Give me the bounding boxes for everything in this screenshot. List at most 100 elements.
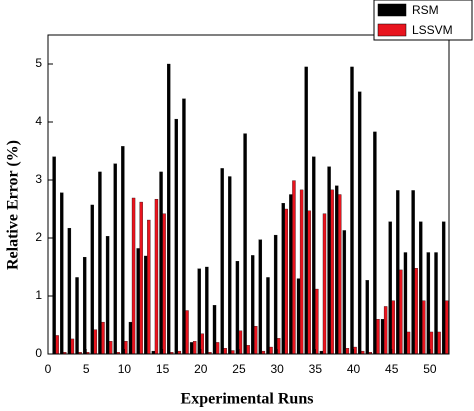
x-tick-label: 40: [347, 362, 361, 376]
bar: [330, 189, 334, 355]
bar: [289, 194, 293, 355]
bar: [220, 168, 224, 355]
bar: [342, 230, 347, 355]
bar: [55, 335, 59, 355]
bar: [273, 234, 278, 355]
bar: [441, 221, 446, 355]
bar: [322, 213, 327, 355]
bar: [131, 197, 136, 355]
bar: [411, 190, 415, 355]
y-tick-label: 3: [35, 172, 42, 186]
bar: [215, 342, 220, 355]
bar: [437, 331, 441, 355]
x-tick-label: 20: [194, 362, 208, 376]
bar: [254, 326, 258, 355]
bar: [192, 341, 197, 355]
legend-swatch: [377, 3, 407, 17]
bar: [445, 300, 449, 355]
bar: [136, 248, 140, 355]
x-tick-label: 5: [83, 362, 90, 376]
bar: [269, 346, 273, 355]
plot-frame: [47, 34, 450, 355]
bar: [113, 163, 117, 355]
bar: [231, 350, 235, 355]
bar: [90, 204, 94, 355]
bar: [128, 321, 133, 355]
bar: [82, 256, 87, 355]
bar: [243, 133, 247, 355]
bar: [212, 305, 217, 355]
y-tick-label: 1: [35, 288, 42, 302]
bar: [251, 255, 255, 355]
bar: [105, 236, 110, 355]
bar: [399, 269, 403, 355]
x-axis-label: Experimental Runs: [181, 391, 314, 408]
bar: [357, 91, 362, 355]
y-axis-label: Relative Error (%): [5, 140, 22, 270]
y-tick-label: 0: [35, 346, 42, 360]
bar: [52, 156, 56, 355]
bar: [154, 198, 159, 355]
x-tick-label: 45: [385, 362, 399, 376]
bar: [98, 171, 102, 355]
bar: [434, 252, 438, 355]
x-tick-label: 30: [270, 362, 284, 376]
y-tick-label: 4: [35, 114, 42, 128]
x-tick-label: 0: [45, 362, 52, 376]
bar: [376, 319, 380, 355]
bar: [299, 189, 304, 355]
bar: [350, 66, 354, 355]
bar: [235, 261, 240, 355]
bar: [327, 166, 331, 355]
bar: [304, 66, 308, 355]
bar: [70, 338, 75, 355]
bar: [60, 192, 64, 355]
x-tick-label: 10: [118, 362, 132, 376]
bar: [292, 180, 296, 355]
y-tick-label: 5: [35, 56, 42, 70]
bar: [296, 278, 301, 355]
bar: [93, 329, 98, 355]
bar: [388, 221, 392, 355]
bar: [174, 118, 178, 355]
bar: [380, 319, 385, 355]
bar: [266, 277, 270, 355]
x-tick-label: 50: [423, 362, 437, 376]
bar: [162, 213, 166, 355]
bar: [345, 348, 350, 355]
bar: [396, 190, 400, 355]
bar: [228, 176, 232, 355]
bar: [312, 156, 316, 355]
bar: [414, 268, 418, 355]
bar: [403, 252, 408, 355]
legend-swatch: [377, 23, 407, 37]
bar: [223, 348, 227, 355]
bar: [205, 266, 209, 355]
bar: [422, 300, 426, 355]
bar: [75, 277, 79, 355]
bar: [159, 171, 163, 355]
bar: [307, 210, 311, 355]
bar: [108, 341, 113, 355]
bar: [246, 345, 250, 355]
bar: [391, 300, 395, 355]
bar: [182, 98, 186, 355]
bar: [258, 239, 263, 355]
bar: [426, 252, 431, 355]
bar: [406, 331, 411, 355]
y-tick-label: 2: [35, 230, 42, 244]
bar: [189, 342, 194, 355]
x-tick-label: 25: [232, 362, 246, 376]
bar: [139, 201, 143, 355]
bar: [365, 280, 369, 355]
bar: [383, 306, 388, 355]
bar: [144, 255, 148, 355]
bar: [185, 310, 189, 355]
x-tick-label: 15: [156, 362, 170, 376]
bar: [335, 185, 339, 355]
bar: [67, 227, 72, 355]
x-tick-label: 35: [309, 362, 323, 376]
bar: [419, 221, 423, 355]
bar: [121, 146, 125, 355]
